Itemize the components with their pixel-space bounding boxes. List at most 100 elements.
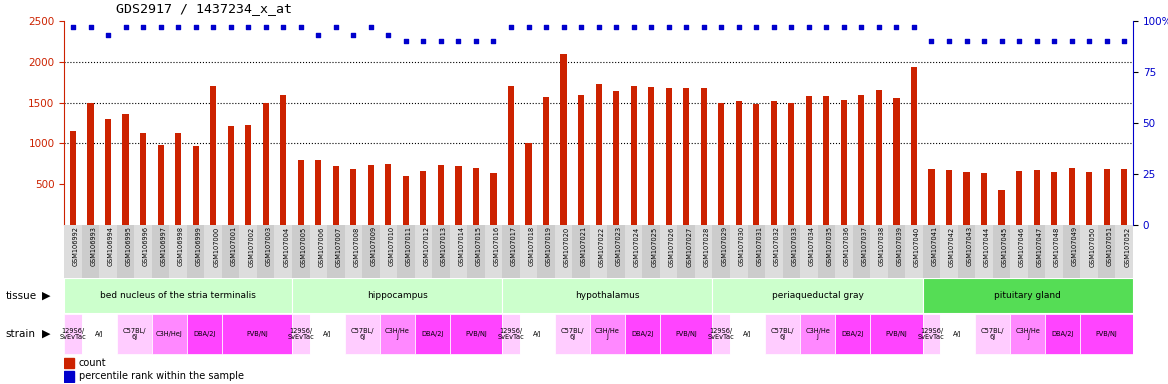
Bar xyxy=(683,88,689,225)
Text: GSM107025: GSM107025 xyxy=(652,226,658,266)
Text: FVB/NJ: FVB/NJ xyxy=(885,331,908,337)
Bar xyxy=(894,98,899,225)
Text: A/J: A/J xyxy=(533,331,542,337)
Text: bed nucleus of the stria terminalis: bed nucleus of the stria terminalis xyxy=(100,291,256,300)
Text: 129S6/
SvEvTac: 129S6/ SvEvTac xyxy=(287,328,314,340)
Bar xyxy=(730,225,748,278)
Bar xyxy=(771,101,777,225)
Text: GSM107039: GSM107039 xyxy=(897,226,903,266)
Text: DBA/2J: DBA/2J xyxy=(1051,331,1075,337)
Text: GSM106993: GSM106993 xyxy=(91,226,97,266)
Bar xyxy=(940,225,958,278)
Bar xyxy=(64,314,82,354)
Text: GSM107040: GSM107040 xyxy=(915,226,920,266)
Text: GSM107041: GSM107041 xyxy=(932,226,938,266)
Bar xyxy=(958,225,975,278)
Point xyxy=(642,24,661,30)
Text: GSM107029: GSM107029 xyxy=(722,226,728,266)
Bar xyxy=(152,314,187,354)
Bar xyxy=(701,88,707,225)
Text: GSM107024: GSM107024 xyxy=(634,226,640,266)
Bar xyxy=(420,171,426,225)
Bar xyxy=(333,166,339,225)
Point xyxy=(362,24,381,30)
Text: GSM106996: GSM106996 xyxy=(142,226,150,266)
Text: GSM107011: GSM107011 xyxy=(406,226,412,266)
Text: GSM107009: GSM107009 xyxy=(371,226,377,266)
Text: DBA/2J: DBA/2J xyxy=(841,331,864,337)
Bar xyxy=(753,104,759,225)
Bar xyxy=(712,278,923,313)
Text: A/J: A/J xyxy=(95,331,104,337)
Bar xyxy=(940,314,975,354)
Bar xyxy=(572,225,590,278)
Text: GDS2917 / 1437234_x_at: GDS2917 / 1437234_x_at xyxy=(117,2,292,15)
Bar xyxy=(467,225,485,278)
Bar xyxy=(64,358,74,368)
Text: GSM107003: GSM107003 xyxy=(266,226,272,266)
Bar xyxy=(590,314,625,354)
Point xyxy=(432,38,451,45)
Bar xyxy=(981,173,987,225)
Text: GSM107000: GSM107000 xyxy=(214,226,220,266)
Bar xyxy=(841,100,847,225)
Bar xyxy=(502,225,520,278)
Bar xyxy=(712,225,730,278)
Bar xyxy=(415,314,450,354)
Point xyxy=(257,24,276,30)
Text: periaqueductal gray: periaqueductal gray xyxy=(772,291,863,300)
Text: GSM107004: GSM107004 xyxy=(283,226,290,266)
Bar xyxy=(718,103,724,225)
Bar xyxy=(245,124,251,225)
Point xyxy=(449,38,467,45)
Text: ▶: ▶ xyxy=(42,329,50,339)
Point xyxy=(800,24,819,30)
Bar xyxy=(520,314,555,354)
Text: DBA/2J: DBA/2J xyxy=(193,331,216,337)
Text: tissue: tissue xyxy=(6,291,37,301)
Bar xyxy=(537,225,555,278)
Point xyxy=(923,38,941,45)
Bar xyxy=(853,225,870,278)
Text: C57BL/
6J: C57BL/ 6J xyxy=(350,328,374,340)
Bar xyxy=(315,159,321,225)
Bar xyxy=(438,165,444,225)
Point xyxy=(783,24,801,30)
Bar xyxy=(292,278,502,313)
Bar xyxy=(631,86,637,225)
Text: GSM107031: GSM107031 xyxy=(757,226,763,266)
Text: GSM106994: GSM106994 xyxy=(107,226,114,266)
Bar xyxy=(123,114,128,225)
Bar xyxy=(666,88,672,225)
Text: GSM107016: GSM107016 xyxy=(494,226,500,266)
Bar xyxy=(1104,169,1110,225)
Text: GSM107005: GSM107005 xyxy=(301,226,307,266)
Bar xyxy=(64,371,74,382)
Text: GSM107014: GSM107014 xyxy=(458,226,465,266)
Bar xyxy=(905,225,923,278)
Bar xyxy=(345,225,362,278)
Bar xyxy=(292,314,310,354)
Bar xyxy=(929,169,934,225)
Bar xyxy=(765,225,783,278)
Text: GSM107019: GSM107019 xyxy=(547,226,552,266)
Point xyxy=(1080,38,1099,45)
Bar xyxy=(450,314,502,354)
Text: GSM107026: GSM107026 xyxy=(668,226,675,266)
Text: GSM107034: GSM107034 xyxy=(809,226,815,266)
Text: A/J: A/J xyxy=(743,331,752,337)
Bar xyxy=(169,225,187,278)
Bar xyxy=(1028,225,1045,278)
Point xyxy=(1115,38,1134,45)
Text: hippocampus: hippocampus xyxy=(367,291,427,300)
Bar xyxy=(432,225,450,278)
Text: C3H/HeJ: C3H/HeJ xyxy=(157,331,182,337)
Bar xyxy=(152,225,169,278)
Point xyxy=(659,24,677,30)
Point xyxy=(239,24,258,30)
Bar xyxy=(765,314,800,354)
Text: hypothalamus: hypothalamus xyxy=(575,291,640,300)
Text: GSM107007: GSM107007 xyxy=(336,226,342,266)
Bar xyxy=(660,225,677,278)
Point xyxy=(905,24,924,30)
